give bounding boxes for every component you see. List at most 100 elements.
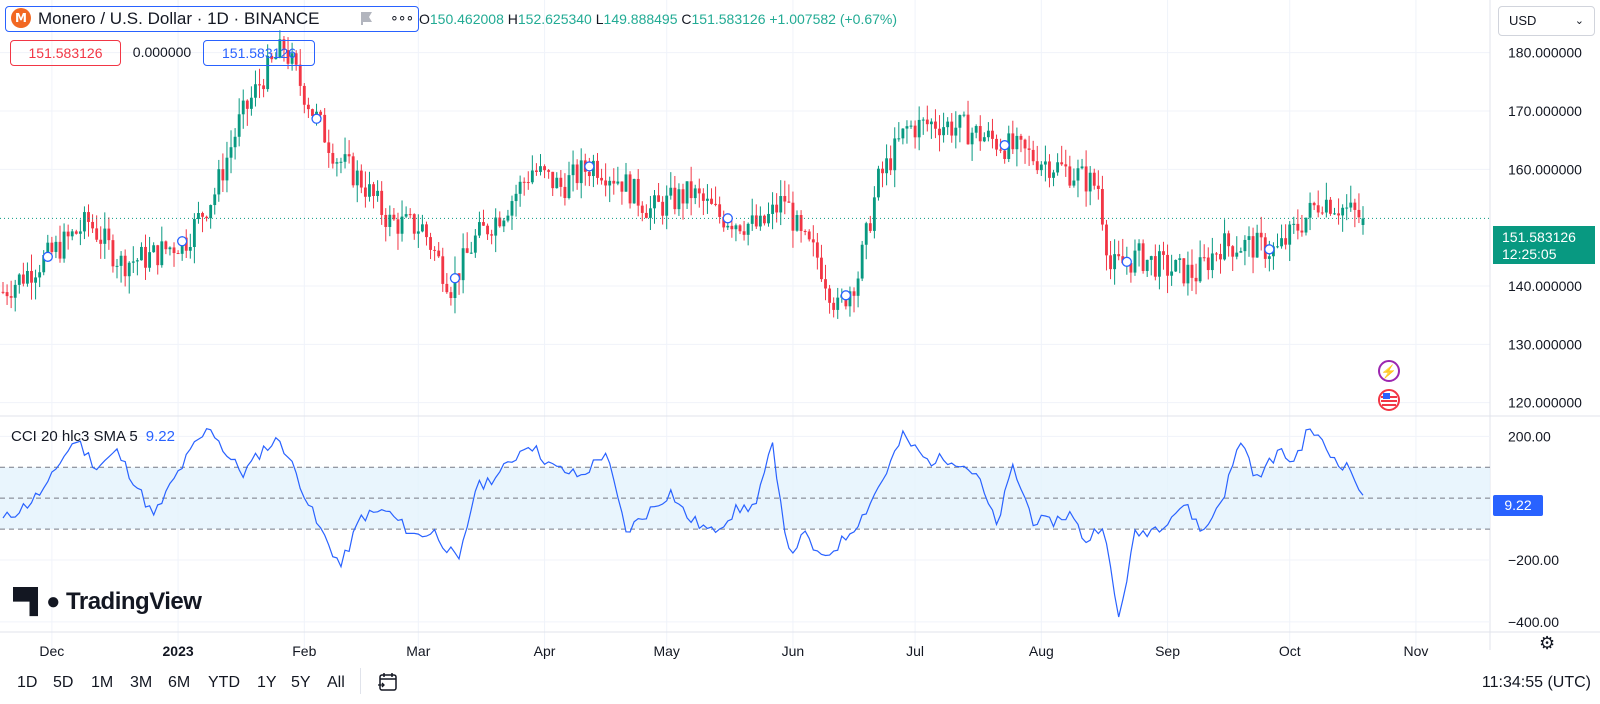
cci-tick-label: 200.00 [1508, 428, 1551, 444]
flag-icon[interactable] [359, 11, 373, 25]
price-tick-label: 130.000000 [1508, 336, 1582, 352]
candle-body [1202, 257, 1206, 259]
candle-body [38, 272, 42, 278]
price-tick-label: 140.000000 [1508, 278, 1582, 294]
candle-body [437, 250, 441, 257]
candle-body [539, 166, 542, 172]
candle-body [408, 214, 412, 216]
candle-body [991, 130, 994, 139]
candle-body [832, 302, 836, 310]
candle-body [689, 181, 693, 199]
range-ytd-button[interactable]: YTD [208, 674, 240, 691]
candle-body [1174, 259, 1178, 272]
candle-body [1227, 233, 1231, 247]
candle-body [1153, 256, 1157, 277]
range-3m-button[interactable]: 3M [130, 674, 153, 691]
candle-body [925, 119, 929, 125]
candle-body [17, 274, 21, 285]
more-icon[interactable]: ∘∘∘ [390, 9, 414, 25]
candle-body [999, 149, 1003, 151]
candle-body [1117, 254, 1121, 257]
candle-body [482, 222, 485, 226]
candle-body [746, 223, 750, 235]
candle-body [921, 119, 925, 121]
lightning-icon[interactable]: ⚡ [1378, 360, 1400, 382]
candle-body [986, 130, 990, 138]
candle-body [1064, 164, 1068, 167]
candle-body [380, 190, 384, 215]
candle-body [958, 115, 962, 128]
candle-body [433, 249, 437, 251]
candle-body [1341, 207, 1345, 216]
candle-body [294, 53, 298, 65]
candle-body [498, 217, 502, 227]
range-all-button[interactable]: All [327, 674, 345, 691]
candle-body [95, 228, 99, 240]
candle-body [306, 104, 310, 110]
cci-legend[interactable]: CCI 20 hlc3 SMA 5 9.22 [11, 428, 175, 445]
candle-body [567, 175, 571, 199]
last-price-value: 151.583126 [1502, 229, 1576, 245]
candle-body [213, 194, 217, 206]
candle-body [534, 170, 538, 172]
candle-body [66, 231, 70, 237]
candle-body [604, 180, 608, 186]
candle-body [938, 128, 941, 136]
candle-body [893, 138, 897, 171]
candle-body [710, 198, 713, 204]
candle-body [1, 291, 5, 293]
candle-body [490, 234, 494, 236]
range-1d-button[interactable]: 1D [17, 674, 38, 691]
candle-body [1247, 236, 1251, 240]
low-label: L [595, 11, 604, 27]
buy-price-button[interactable]: 151.583126 [203, 40, 315, 66]
symbol-box[interactable] [5, 6, 419, 32]
gear-icon[interactable]: ⚙ [1539, 633, 1556, 653]
candle-body [978, 126, 982, 142]
candle-body [1198, 257, 1202, 282]
cci-line [2, 427, 1364, 618]
range-6m-button[interactable]: 6M [168, 674, 191, 691]
candle-body [644, 212, 648, 218]
candle-body [1357, 209, 1361, 218]
range-5y-button[interactable]: 5Y [291, 674, 311, 691]
candle-body [266, 55, 270, 90]
candle-body [237, 114, 241, 137]
candle-body [681, 189, 685, 204]
candle-body [1043, 161, 1047, 165]
candle-body [820, 257, 823, 280]
range-1y-button[interactable]: 1Y [257, 674, 277, 691]
candle-body [1145, 259, 1149, 272]
candle-body [396, 219, 400, 234]
x-tick-label: Jun [782, 643, 805, 659]
tradingview-logo[interactable]: ▀▌● TradingView [13, 588, 202, 616]
candle-body [718, 204, 722, 217]
range-1m-button[interactable]: 1M [91, 674, 114, 691]
currency-select[interactable]: USD ⌄ [1498, 6, 1595, 36]
open-label: O [419, 11, 430, 27]
candle-body [600, 177, 603, 181]
candle-body [608, 180, 612, 186]
candle-body [319, 111, 323, 115]
candle-body [363, 187, 367, 197]
candle-body [274, 57, 278, 60]
close-label: C [681, 11, 692, 27]
candle-body [551, 171, 555, 189]
us-flag-icon[interactable] [1378, 389, 1400, 411]
candle-body [1035, 161, 1039, 171]
candle-body [494, 217, 498, 236]
range-5d-button[interactable]: 5D [53, 674, 74, 691]
symbol-title[interactable]: Monero / U.S. Dollar · 1D · BINANCE [38, 9, 320, 28]
candle-body [201, 213, 204, 217]
candle-body [763, 215, 766, 224]
open-value: 150.462008 [429, 11, 504, 27]
candle-body [429, 237, 432, 250]
utc-clock[interactable]: 11:34:55 (UTC) [1481, 674, 1591, 691]
candle-body [21, 274, 25, 284]
candle-body [1231, 246, 1235, 257]
sell-price-button[interactable]: 151.583126 [10, 40, 121, 66]
candle-body [579, 160, 583, 184]
calendar-icon[interactable] [377, 671, 398, 692]
candle-body [5, 292, 9, 297]
